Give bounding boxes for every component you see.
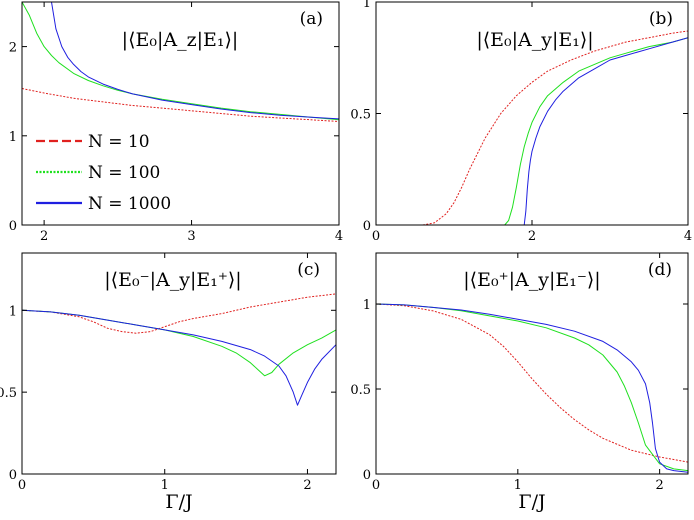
panel-c-title: |⟨E₀⁻|A_y|E₁⁺⟩| xyxy=(104,269,241,291)
panel-d: 0 1 2 0 0.5 1 |⟨E₀⁺|A_y|E₁⁻⟩| (d) Γ/J xyxy=(350,252,689,513)
series-line-N100-panel-a xyxy=(22,2,339,121)
y-tick-label: 1 xyxy=(363,298,371,313)
series-line-N100-panel-d xyxy=(376,303,688,472)
panel-c-frame xyxy=(21,252,337,475)
y-tick-label: 0.5 xyxy=(0,386,17,401)
x-tick-label: 3 xyxy=(187,229,195,244)
x-tick-label: 4 xyxy=(684,229,692,244)
panel-b-series xyxy=(422,30,688,225)
series-line-N100-panel-c xyxy=(22,309,336,377)
x-tick-label: 0 xyxy=(372,478,380,493)
panel-c-xlabel: Γ/J xyxy=(165,491,192,513)
series-line-N1000-panel-a xyxy=(51,2,339,120)
legend-label-N1000: N = 1000 xyxy=(88,194,171,214)
legend-label-N100: N = 100 xyxy=(88,163,160,183)
series-line-N100-panel-b xyxy=(504,37,688,225)
x-tick-label: 1 xyxy=(161,478,169,493)
panel-d-xlabel: Γ/J xyxy=(518,491,545,513)
y-tick-label: 1 xyxy=(9,304,17,319)
panel-d-label: (d) xyxy=(648,260,672,280)
legend-label-N10: N = 10 xyxy=(88,132,150,152)
y-tick-label: 0 xyxy=(363,219,371,234)
y-tick-label: 0 xyxy=(9,219,17,234)
x-tick-label: 2 xyxy=(303,478,311,493)
series-line-N1000-panel-b xyxy=(523,37,688,225)
x-tick-label: 2 xyxy=(40,229,48,244)
panel-d-title: |⟨E₀⁺|A_y|E₁⁻⟩| xyxy=(463,269,600,291)
panel-a-frame xyxy=(21,1,340,226)
x-tick-label: 0 xyxy=(18,478,26,493)
x-tick-label: 2 xyxy=(528,229,536,244)
panel-d-series xyxy=(376,303,688,473)
x-tick-label: 1 xyxy=(514,478,522,493)
series-line-N10-panel-b xyxy=(422,30,688,225)
y-tick-label: 0 xyxy=(9,468,17,483)
x-tick-label: 2 xyxy=(655,478,663,493)
panel-d-frame xyxy=(375,252,689,475)
panel-c-label: (c) xyxy=(297,260,320,280)
x-tick-label: 4 xyxy=(335,229,343,244)
legend: N = 10 N = 100 N = 1000 xyxy=(36,132,171,214)
panel-b-label: (b) xyxy=(649,9,673,29)
panel-c: 0 1 2 0 0.5 1 |⟨E₀⁻|A_y|E₁⁺⟩| (c) Γ/J xyxy=(0,252,337,513)
series-line-N10-panel-a xyxy=(22,88,339,122)
panel-b: 0 2 4 0 0.5 1 |⟨E₀|A_y|E₁⟩| (b) xyxy=(350,0,692,244)
panel-a-label: (a) xyxy=(300,9,323,29)
panel-b-title: |⟨E₀|A_y|E₁⟩| xyxy=(476,29,593,51)
x-tick-label: 0 xyxy=(372,229,380,244)
panel-a-series xyxy=(22,2,339,122)
y-tick-label: 0 xyxy=(363,468,371,483)
series-line-N10-panel-c xyxy=(22,293,336,334)
y-tick-label: 2 xyxy=(9,41,17,56)
panel-c-series xyxy=(22,293,336,406)
series-line-N1000-panel-c xyxy=(22,309,336,406)
y-tick-label: 0.5 xyxy=(350,383,371,398)
y-tick-label: 0.5 xyxy=(350,108,371,123)
y-tick-label: 1 xyxy=(9,130,17,145)
y-tick-label: 1 xyxy=(363,0,371,11)
series-line-N10-panel-d xyxy=(376,303,688,463)
series-line-N1000-panel-d xyxy=(376,303,688,473)
panel-a-title: |⟨E₀|A_z|E₁⟩| xyxy=(122,29,239,51)
